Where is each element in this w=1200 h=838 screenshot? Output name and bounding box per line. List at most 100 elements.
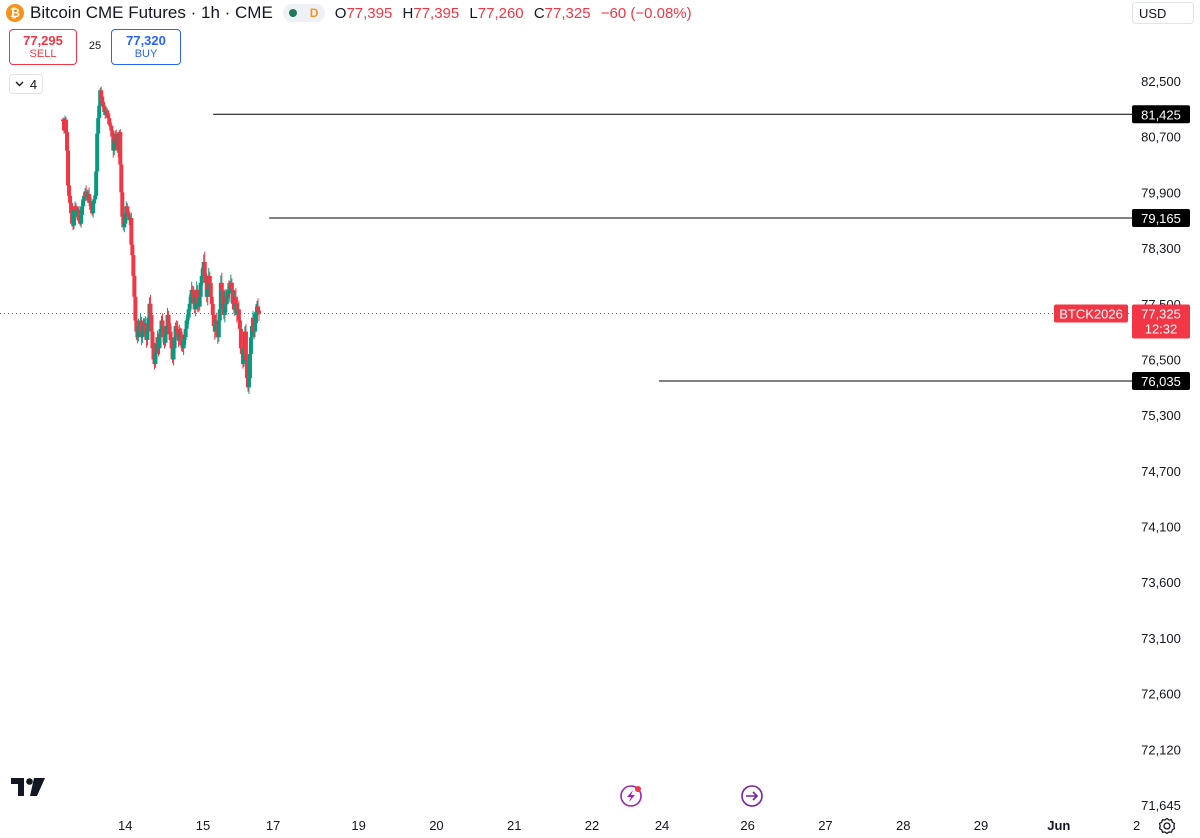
candle-body xyxy=(230,289,235,304)
horizontal-line-label-bg xyxy=(1132,105,1190,124)
time-tick-label: 2 xyxy=(1133,818,1140,833)
currency-select[interactable]: USD xyxy=(1132,2,1194,24)
candle-body xyxy=(185,317,190,321)
candle-body xyxy=(136,326,141,338)
open-value: 77,395 xyxy=(346,4,393,22)
candle-body xyxy=(193,296,198,310)
buy-label: BUY xyxy=(134,48,158,60)
candle-body xyxy=(181,339,186,349)
candle-body xyxy=(105,110,110,114)
price-tick-label: 75,300 xyxy=(1141,408,1181,423)
candles xyxy=(61,86,262,395)
forward-event-ring xyxy=(741,785,763,807)
candle-body xyxy=(249,326,254,338)
candle-body xyxy=(107,118,112,125)
horizontal-line-label: 76,035 xyxy=(1141,374,1181,389)
price-tick-label: 74,100 xyxy=(1141,520,1181,535)
time-axis: 14 15 17 19 20 21 22 24 26 27 28 29 Jun 2 xyxy=(118,818,1140,833)
price-tick-label: 76,500 xyxy=(1141,352,1181,367)
candle-body xyxy=(178,331,183,335)
candle-body xyxy=(205,289,210,297)
indicator-count: 4 xyxy=(29,76,38,92)
candle-body xyxy=(200,268,205,276)
candle-body xyxy=(82,195,87,200)
close-value: 77,325 xyxy=(544,4,591,22)
lightning-event-icon[interactable] xyxy=(620,785,642,807)
price-tick-label: 80,700 xyxy=(1141,130,1181,145)
forward-arrow-event-icon[interactable] xyxy=(741,785,763,807)
indicators-collapse-button[interactable]: 4 xyxy=(9,74,43,94)
candle-body xyxy=(241,348,246,365)
candle-body xyxy=(129,217,134,245)
candle-body xyxy=(92,199,97,203)
candle-body xyxy=(100,96,105,103)
candle-body xyxy=(118,132,123,165)
candle-body xyxy=(134,320,139,332)
lightning-event-ring xyxy=(620,785,642,807)
symbol-title[interactable]: Bitcoin CME Futures · 1h · CME xyxy=(30,3,273,22)
spread-value: 25 xyxy=(88,40,102,52)
candle-body xyxy=(61,119,65,122)
candle-body xyxy=(125,206,130,212)
candle-body xyxy=(253,312,258,324)
candle-body xyxy=(208,282,213,297)
candle-body xyxy=(166,314,171,327)
sell-label: SELL xyxy=(29,48,57,60)
low-value: 77,260 xyxy=(477,4,524,22)
candle-body xyxy=(167,326,172,332)
candle-body xyxy=(202,262,207,276)
time-tick-label: 24 xyxy=(655,818,669,833)
high-value: 77,395 xyxy=(413,4,460,22)
candle-body xyxy=(246,378,251,388)
time-tick-label: 20 xyxy=(429,818,443,833)
close-key: C xyxy=(533,4,545,22)
candle-body xyxy=(119,164,124,193)
change-value: −60 (−0.08%) xyxy=(600,4,692,22)
high-key: H xyxy=(402,4,414,22)
candle-body xyxy=(72,209,77,226)
candle-body xyxy=(148,303,153,315)
candle-body xyxy=(80,206,85,216)
candle-body xyxy=(126,211,131,217)
tradingview-logo[interactable] xyxy=(11,778,45,796)
candle-body xyxy=(190,289,195,294)
price-axis: 82,50080,70079,90078,30077,50076,50075,3… xyxy=(1141,74,1181,813)
gear-icon[interactable] xyxy=(1158,817,1176,835)
candle-body xyxy=(210,303,215,315)
time-tick-label: 27 xyxy=(818,818,832,833)
candle-body xyxy=(108,124,113,126)
last-price-tag: 77,325 xyxy=(1141,307,1181,322)
candle-body xyxy=(168,331,173,340)
candle-body xyxy=(130,244,135,256)
candle-body xyxy=(248,337,253,354)
candle-body xyxy=(197,296,202,307)
candle-body xyxy=(93,195,98,200)
candle-body xyxy=(89,201,94,210)
candle-body xyxy=(239,348,244,354)
candle-body xyxy=(150,331,155,349)
time-tick-label: 29 xyxy=(974,818,988,833)
lightning-bolt xyxy=(627,790,635,802)
candle-body xyxy=(140,331,145,338)
buy-button[interactable]: 77,320 BUY xyxy=(111,29,181,65)
price-tick-label: 79,900 xyxy=(1141,185,1181,200)
candle-body xyxy=(141,326,146,332)
price-tick-label: 71,645 xyxy=(1141,798,1181,813)
candle-body xyxy=(244,359,249,379)
bitcoin-icon: ₿ xyxy=(6,4,24,22)
candle-body xyxy=(85,195,90,198)
sell-button[interactable]: 77,295 SELL xyxy=(9,29,77,65)
candle-body xyxy=(169,339,174,349)
sell-price: 77,295 xyxy=(23,33,63,48)
candle-body xyxy=(257,310,262,314)
candle-body xyxy=(69,202,74,214)
market-status[interactable]: D xyxy=(282,4,325,22)
symbol-tag: BTCK2026 xyxy=(1059,307,1123,322)
candle-body xyxy=(94,171,99,196)
candle-body xyxy=(229,282,234,290)
low-key: L xyxy=(469,4,478,22)
candle-body xyxy=(131,255,136,276)
candle-body xyxy=(220,289,225,304)
forward-arrow xyxy=(746,791,759,801)
